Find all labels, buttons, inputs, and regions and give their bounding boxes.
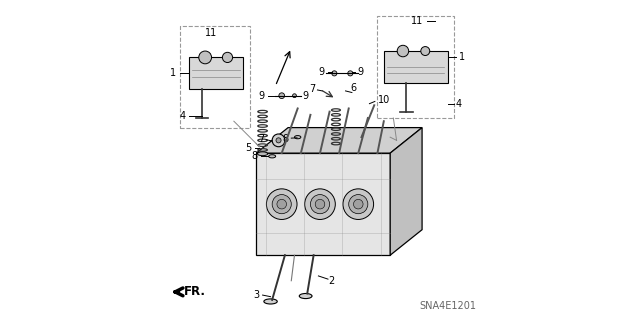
Circle shape — [272, 195, 291, 214]
Text: 3: 3 — [253, 290, 259, 300]
Circle shape — [421, 47, 429, 56]
Circle shape — [353, 199, 363, 209]
Text: 7: 7 — [258, 134, 264, 144]
Circle shape — [310, 195, 330, 214]
Text: 5: 5 — [245, 143, 252, 153]
Circle shape — [349, 195, 368, 214]
Ellipse shape — [264, 299, 277, 304]
Circle shape — [272, 134, 285, 147]
Circle shape — [277, 199, 287, 209]
Circle shape — [305, 189, 335, 219]
Polygon shape — [256, 153, 390, 255]
Ellipse shape — [257, 152, 268, 156]
Polygon shape — [256, 128, 422, 153]
Circle shape — [222, 52, 232, 63]
Ellipse shape — [300, 293, 312, 299]
Text: 9: 9 — [319, 67, 324, 77]
Text: 10: 10 — [378, 95, 390, 106]
Circle shape — [276, 138, 281, 143]
Circle shape — [332, 71, 337, 76]
Text: 11: 11 — [411, 16, 424, 26]
Ellipse shape — [294, 136, 301, 139]
Text: 9: 9 — [358, 67, 364, 77]
Text: 11: 11 — [205, 28, 218, 39]
Text: FR.: FR. — [184, 286, 205, 298]
Polygon shape — [189, 57, 243, 89]
Circle shape — [199, 51, 212, 64]
Circle shape — [343, 189, 374, 219]
Circle shape — [292, 94, 296, 98]
Circle shape — [348, 71, 353, 76]
Text: 7: 7 — [309, 84, 315, 94]
Text: 2: 2 — [328, 276, 334, 286]
Text: SNA4E1201: SNA4E1201 — [419, 301, 476, 311]
Text: 4: 4 — [456, 99, 462, 109]
Ellipse shape — [269, 155, 276, 158]
Text: 8: 8 — [282, 134, 289, 144]
Circle shape — [397, 45, 409, 57]
Circle shape — [279, 93, 285, 99]
Text: 6: 6 — [351, 83, 356, 93]
Polygon shape — [390, 128, 422, 255]
Polygon shape — [384, 51, 447, 83]
Text: 9: 9 — [303, 91, 308, 101]
Text: 1: 1 — [170, 68, 177, 78]
Text: 4: 4 — [180, 111, 186, 122]
Circle shape — [266, 189, 297, 219]
Text: 8: 8 — [252, 151, 258, 161]
Circle shape — [316, 199, 324, 209]
Text: 1: 1 — [459, 52, 465, 63]
Text: 9: 9 — [259, 91, 265, 101]
